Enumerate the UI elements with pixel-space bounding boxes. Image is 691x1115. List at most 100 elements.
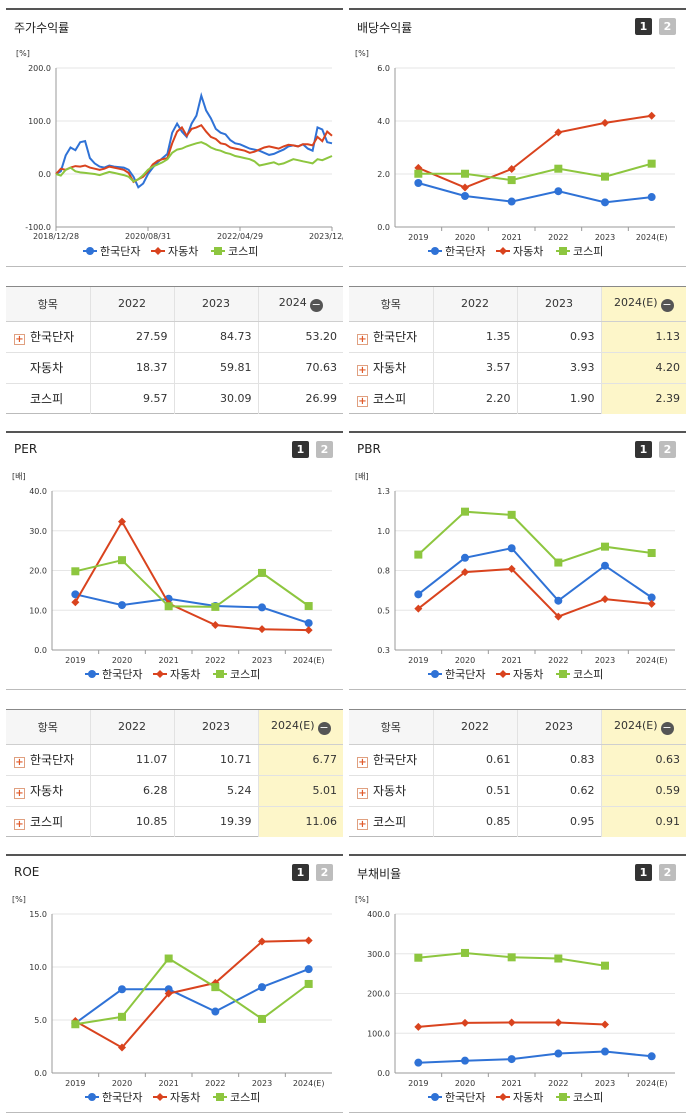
row-label: 코스피 <box>30 392 64 407</box>
data-point <box>601 961 609 970</box>
legend-label: 코스피 <box>228 245 258 258</box>
table-header-year[interactable]: 2024(E) − <box>258 710 343 745</box>
data-point <box>211 983 220 992</box>
table-cell: 1.13 <box>601 321 686 353</box>
chart-svg: [%] 400.0 300.0 200.0 100.0 0.0 2019 2020 2021 20… <box>355 895 675 1104</box>
table-header-item: 항목 <box>349 710 434 745</box>
pager-button-1[interactable]: 1 <box>635 864 652 881</box>
expand-plus-icon[interactable]: + <box>14 819 25 831</box>
collapse-icon[interactable]: − <box>309 297 323 312</box>
collapse-icon[interactable]: − <box>317 720 331 735</box>
x-tick-label: 2020 <box>455 656 475 665</box>
expand-plus-icon[interactable]: + <box>357 819 368 831</box>
pager-button-1[interactable]: 1 <box>635 18 652 35</box>
x-tick-label: 2024(E) <box>293 1079 325 1088</box>
series-line-2 <box>74 519 309 632</box>
data-point <box>507 1018 516 1027</box>
x-tick-label: 2021 <box>501 656 521 665</box>
table-row: + 한국단자 0.61 0.83 0.63 <box>349 744 686 776</box>
data-point <box>554 164 563 173</box>
per-table: 항목 2022 2023 2024(E) − + 한국단자 11.07 10.71 6.77 + 자동… <box>6 709 343 837</box>
table-cell: 0.59 <box>601 775 686 807</box>
data-point <box>211 621 220 630</box>
series-line-2 <box>417 114 652 189</box>
pager-button-2[interactable]: 2 <box>659 441 676 458</box>
data-point <box>554 1049 563 1058</box>
stock-return-table: 항목 2022 2023 2024− + 한국단자 27.59 84.73 53.20 자동차 18… <box>6 286 343 414</box>
y-tick-label: 0.0 <box>38 170 51 179</box>
table-cell: 0.62 <box>517 775 602 807</box>
pager-button-2[interactable]: 2 <box>659 18 676 35</box>
table-header-item: 항목 <box>6 287 91 322</box>
data-point <box>211 978 220 987</box>
expand-plus-icon[interactable]: + <box>14 334 25 345</box>
data-point <box>601 1020 609 1029</box>
data-table: 항목 2022 2023 2024(E) − + 한국단자 1.35 0.93 1.13 + 자동차 3… <box>349 287 686 414</box>
y-tick-label: 0.0 <box>34 646 47 655</box>
data-point <box>461 507 469 516</box>
legend-label: 코스피 <box>573 245 603 258</box>
table-cell: 53.20 <box>258 321 343 353</box>
x-tick-label: 2022 <box>205 1079 225 1088</box>
pager-button-1[interactable]: 1 <box>292 864 309 881</box>
debt-ratio-panel: 부채비율 1 2 [%] 400.0 300.0 200.0 100.0 0.0 2019 2020… <box>349 854 686 1113</box>
y-tick-label: 200.0 <box>28 64 51 73</box>
data-point <box>414 169 423 178</box>
data-point <box>601 172 609 181</box>
pager-button-2[interactable]: 2 <box>316 441 333 458</box>
data-point <box>554 596 563 605</box>
data-point <box>71 590 80 599</box>
pager-button-2[interactable]: 2 <box>659 864 676 881</box>
pager-button-1[interactable]: 1 <box>635 441 652 458</box>
data-point <box>507 564 516 573</box>
data-point <box>414 953 423 962</box>
table-row: + 코스피 2.20 1.90 2.39 <box>349 383 686 414</box>
y-tick-label: 5.0 <box>34 1016 47 1025</box>
data-point <box>601 595 609 604</box>
x-tick-label: 2024(E) <box>636 233 668 242</box>
table-cell: 2.39 <box>601 383 686 414</box>
legend-label: 코스피 <box>230 668 260 681</box>
y-tick-label: 40.0 <box>29 487 47 496</box>
table-header-year[interactable]: 2024− <box>258 287 343 322</box>
legend-label: 한국단자 <box>445 1091 485 1104</box>
x-tick-label: 2023 <box>595 233 615 242</box>
expand-plus-icon[interactable]: + <box>14 757 25 768</box>
table-row: 자동차 18.37 59.81 70.63 <box>6 352 343 384</box>
data-point <box>601 542 609 551</box>
axis-unit: [%] <box>12 895 26 904</box>
data-point <box>211 602 220 611</box>
expand-plus-icon[interactable]: + <box>357 788 368 799</box>
expand-plus-icon[interactable]: + <box>357 396 368 408</box>
table-cell: 4.20 <box>601 352 686 384</box>
expand-plus-icon[interactable]: + <box>357 334 368 345</box>
x-tick-label: 2022/04/29 <box>217 232 263 241</box>
table-cell: 5.01 <box>258 775 343 807</box>
expand-plus-icon[interactable]: + <box>357 365 368 376</box>
collapse-icon[interactable]: − <box>660 297 674 312</box>
top-strip <box>0 0 691 4</box>
table-row: + 한국단자 11.07 10.71 6.77 <box>6 744 343 776</box>
data-point <box>461 568 469 577</box>
data-point <box>461 183 469 192</box>
data-point <box>507 164 516 173</box>
series-line-1 <box>418 1050 652 1064</box>
expand-plus-icon[interactable]: + <box>14 788 25 799</box>
collapse-icon[interactable]: − <box>660 720 674 735</box>
data-point <box>71 598 80 607</box>
table-header-year[interactable]: 2024(E) − <box>601 287 686 322</box>
data-point <box>507 953 516 962</box>
pager-button-1[interactable]: 1 <box>292 441 309 458</box>
axis-unit: [%] <box>355 49 369 58</box>
chart-title: ROE <box>14 865 40 879</box>
legend-label: 한국단자 <box>102 668 142 681</box>
x-tick-label: 2020 <box>112 656 132 665</box>
table-header-year[interactable]: 2024(E) − <box>601 710 686 745</box>
table-cell: 9.57 <box>90 383 175 414</box>
expand-plus-icon[interactable]: + <box>357 757 368 768</box>
data-point <box>304 936 313 945</box>
data-point <box>461 169 469 178</box>
pager-button-2[interactable]: 2 <box>316 864 333 881</box>
data-point <box>647 1052 656 1061</box>
